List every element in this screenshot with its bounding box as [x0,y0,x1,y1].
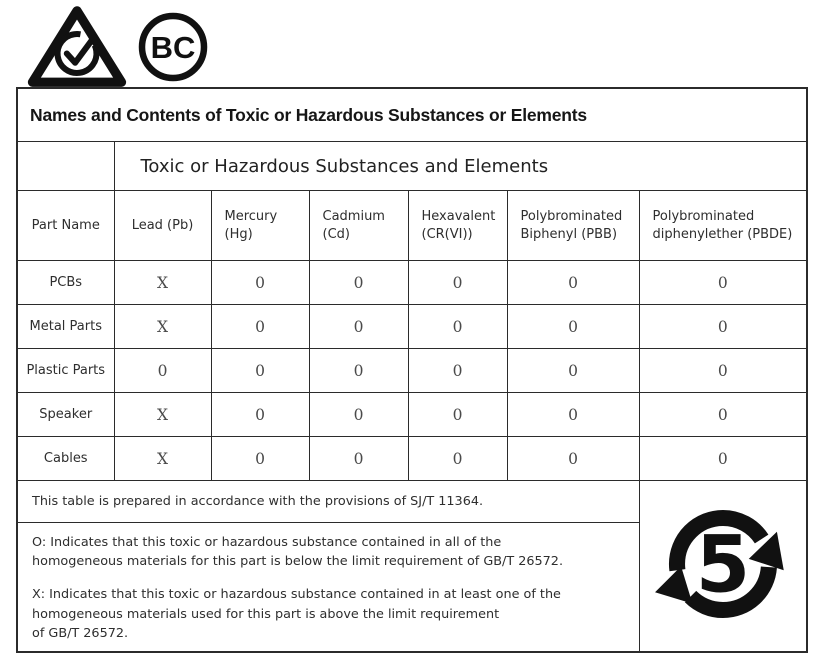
bc-mark-icon: BC [138,12,208,82]
value-cell: 0 [113,348,212,393]
value-cell: X [113,436,212,481]
column-header: Polybrominated diphenylether (PBDE) [638,190,808,261]
note-x: X: Indicates that this toxic or hazardou… [32,587,561,641]
value-cell: X [113,392,212,437]
value-cell: 0 [210,304,310,349]
table-row: PCBs X 0 0 0 0 0 [16,260,808,305]
legend-notes-cell: O: Indicates that this toxic or hazardou… [16,521,640,653]
value-cell: 0 [210,436,310,481]
value-cell: 0 [506,348,640,393]
value-cell: 0 [638,304,808,349]
table-row: Cables X 0 0 0 0 0 [16,436,808,481]
value-cell: 0 [210,392,310,437]
rcm-mark-icon [27,6,127,87]
value-cell: 0 [407,436,508,481]
value-cell: 0 [210,260,310,305]
table-row: Plastic Parts 0 0 0 0 0 0 [16,348,808,393]
column-header: Hexavalent (CR(VI)) [407,190,508,261]
certification-marks: BC [0,0,818,92]
part-name-cell: Plastic Parts [16,348,115,393]
column-header-row: Part Name Lead (Pb) Mercury (Hg) Cadmium (C… [16,190,808,261]
value-cell: 0 [407,260,508,305]
value-cell: 0 [210,348,310,393]
value-cell: X [113,304,212,349]
column-header: Lead (Pb) [113,190,212,261]
bc-mark-text: BC [151,30,196,65]
hazardous-substances-table: Names and Contents of Toxic or Hazardous… [16,87,808,653]
value-cell: 0 [308,260,409,305]
empty-corner-cell [16,141,115,191]
value-cell: 0 [638,436,808,481]
part-name-cell: Speaker [16,392,115,437]
table-title: Names and Contents of Toxic or Hazardous… [16,87,808,142]
value-cell: 0 [638,392,808,437]
value-cell: 0 [506,260,640,305]
efup-years-text: 5 [696,520,750,611]
part-name-cell: Cables [16,436,115,481]
value-cell: 0 [506,304,640,349]
value-cell: 0 [407,392,508,437]
column-header: Part Name [16,190,115,261]
column-header: Mercury (Hg) [210,190,310,261]
table-row: Speaker X 0 0 0 0 0 [16,392,808,437]
column-header: Polybrominated Biphenyl (PBB) [506,190,640,261]
value-cell: X [113,260,212,305]
table-subheader: Toxic or Hazardous Substances and Elemen… [113,141,808,191]
value-cell: 0 [506,436,640,481]
value-cell: 0 [308,436,409,481]
note-o: O: Indicates that this toxic or hazardou… [32,535,564,570]
table-row: Metal Parts X 0 0 0 0 0 [16,304,808,349]
value-cell: 0 [308,348,409,393]
value-cell: 0 [407,348,508,393]
efup-5-icon: 5 [654,509,784,619]
value-cell: 0 [506,392,640,437]
part-name-cell: Metal Parts [16,304,115,349]
value-cell: 0 [407,304,508,349]
value-cell: 0 [638,260,808,305]
part-name-cell: PCBs [16,260,115,305]
column-header: Cadmium (Cd) [308,190,409,261]
efup-logo-cell: 5 [638,479,808,653]
provision-note: This table is prepared in accordance wit… [16,480,640,523]
value-cell: 0 [638,348,808,393]
value-cell: 0 [308,304,409,349]
value-cell: 0 [308,392,409,437]
